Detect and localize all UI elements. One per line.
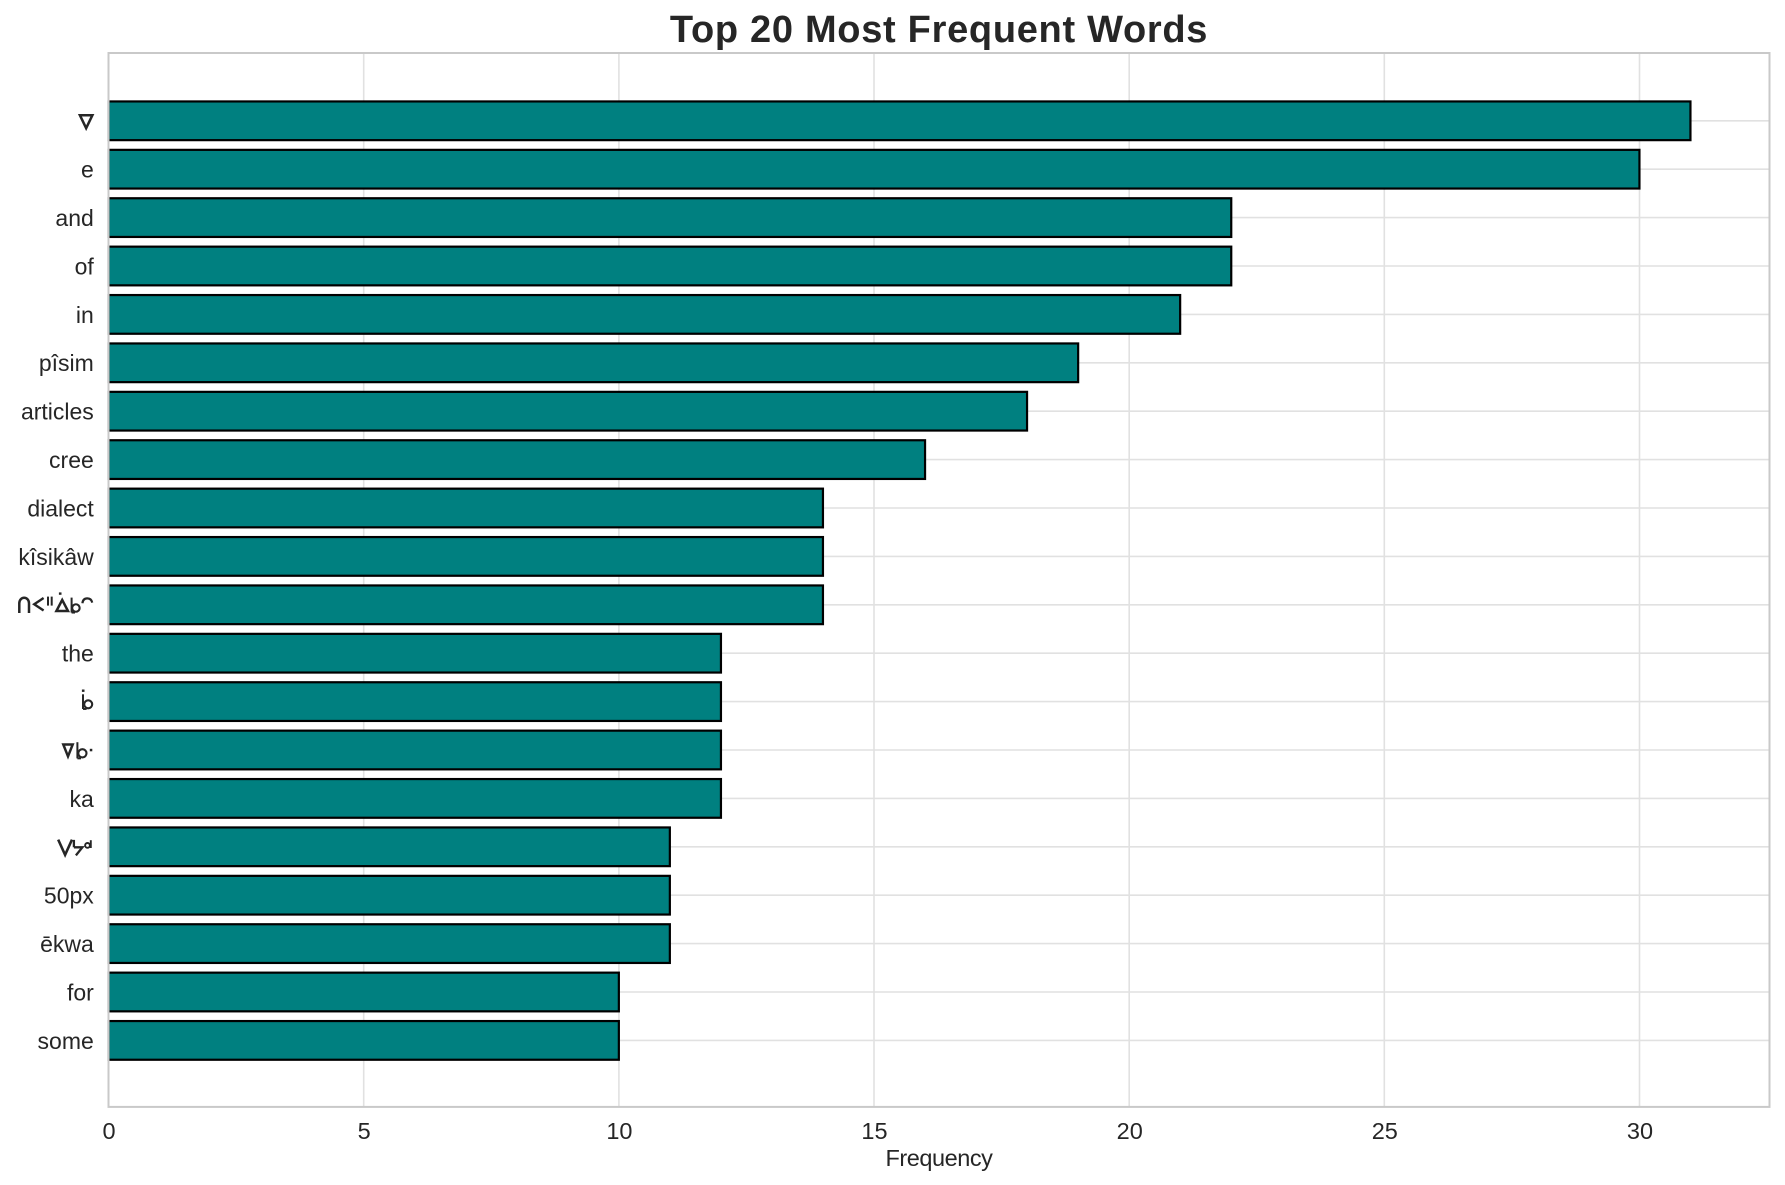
svg-text:some: some [38, 1028, 94, 1054]
svg-text:the: the [62, 641, 94, 667]
svg-text:pîsim: pîsim [39, 350, 94, 376]
svg-text:ka: ka [70, 786, 95, 812]
svg-text:e: e [81, 157, 94, 183]
svg-text:cree: cree [49, 447, 94, 473]
svg-text:Frequency: Frequency [886, 1145, 994, 1171]
svg-text:dialect: dialect [27, 496, 94, 522]
svg-text:of: of [75, 253, 95, 279]
svg-text:15: 15 [861, 1118, 887, 1144]
svg-text:50px: 50px [44, 883, 94, 909]
svg-text:kîsikâw: kîsikâw [18, 544, 94, 570]
svg-text:in: in [76, 302, 94, 328]
svg-text:ēkwa: ēkwa [40, 931, 94, 957]
svg-text:25: 25 [1372, 1118, 1398, 1144]
svg-text:20: 20 [1117, 1118, 1143, 1144]
svg-text:10: 10 [606, 1118, 632, 1144]
svg-text:and: and [55, 205, 93, 231]
svg-text:0: 0 [102, 1118, 115, 1144]
svg-text:articles: articles [21, 399, 94, 425]
svg-text:Top 20 Most Frequent Words: Top 20 Most Frequent Words [670, 9, 1208, 51]
svg-text:30: 30 [1627, 1118, 1653, 1144]
svg-text:5: 5 [358, 1118, 371, 1144]
svg-text:for: for [67, 979, 94, 1005]
